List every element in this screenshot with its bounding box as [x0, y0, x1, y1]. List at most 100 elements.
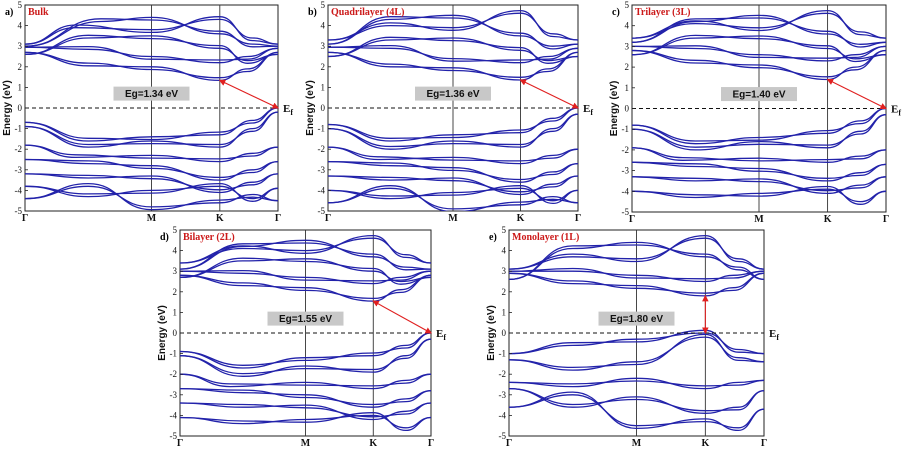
kpoint-label: Γ: [275, 213, 281, 224]
panel-e: -5 -4 -3 -2 -1 0 1 2 3 4 5 Energy (eV) Γ M K Γe) Monolay…: [486, 225, 779, 449]
y-tick-label: 5: [173, 225, 178, 235]
y-tick-label: -3: [15, 165, 23, 175]
band-vb1: [25, 107, 278, 142]
y-tick-label: 2: [173, 287, 178, 297]
kpoint-label: Γ: [428, 438, 434, 449]
y-tick-label: -5: [622, 207, 630, 217]
kpoint-label: K: [701, 438, 709, 449]
kpoint-label: K: [824, 214, 832, 225]
band-vb1: [180, 332, 431, 366]
band-cb1: [180, 274, 431, 302]
band-vb2: [180, 338, 431, 375]
y-tick-label: 2: [502, 287, 507, 297]
band-vb2: [180, 338, 431, 377]
band-vb2: [632, 114, 886, 148]
gap-arrow: [372, 300, 432, 334]
kpoint-label: Γ: [761, 438, 767, 449]
y-tick-label: -5: [499, 431, 507, 441]
band-vb5: [25, 173, 278, 194]
eg-label: Eg=1.36 eV: [426, 89, 479, 100]
y-tick-label: -1: [318, 124, 326, 134]
gap-arrow: [218, 79, 279, 109]
band-vb3: [25, 144, 278, 160]
band-vb4: [509, 387, 764, 412]
y-tick-label: -1: [170, 349, 178, 359]
band-vb2: [328, 113, 578, 150]
band-vb1: [328, 107, 578, 142]
band-vb4: [180, 387, 431, 408]
band-cb5: [25, 18, 278, 45]
bands: [180, 234, 431, 432]
eg-label: Eg=1.55 eV: [279, 314, 332, 325]
panel-title: Monolayer (1L): [512, 232, 579, 243]
band-vb6: [25, 185, 278, 200]
eg-box: [267, 311, 344, 326]
band-cb4: [328, 37, 578, 62]
band-vb6: [632, 188, 886, 203]
band-cb4: [632, 34, 886, 63]
fermi-label: Ef: [436, 328, 446, 342]
band-vb1: [25, 107, 278, 141]
y-tick-label: 0: [173, 328, 178, 338]
band-vb1: [509, 332, 764, 355]
y-tick-label: 1: [321, 82, 326, 92]
y-tick-label: -2: [15, 144, 23, 154]
band-vb3: [328, 146, 578, 162]
kpoint-label: Γ: [325, 213, 331, 224]
y-tick-label: -1: [622, 124, 630, 134]
band-cb1: [25, 51, 278, 82]
band-vb1: [632, 107, 886, 142]
band-cb4: [25, 34, 278, 64]
band-cb4: [180, 257, 431, 285]
band-cb3: [328, 14, 578, 47]
kpoint-label: Γ: [883, 214, 889, 225]
band-vb2: [632, 114, 886, 151]
band-cb5: [180, 237, 431, 264]
y-tick-label: -5: [170, 431, 178, 441]
band-vb5: [180, 402, 431, 418]
band-vb6: [180, 412, 431, 432]
band-cb2: [632, 45, 886, 62]
y-tick-label: 3: [173, 266, 178, 276]
panel-letter: c): [612, 7, 620, 18]
y-tick-label: 3: [625, 41, 630, 51]
band-cb5: [328, 9, 578, 41]
band-vb6: [328, 185, 578, 205]
band-vb4: [25, 158, 278, 181]
y-tick-label: 3: [321, 41, 326, 51]
panel-d: -5 -4 -3 -2 -1 0 1 2 3 4 5 Energy (eV) Γ M K Γd) Bilayer…: [157, 225, 446, 449]
band-vb1: [509, 329, 764, 355]
band-cb2: [180, 269, 431, 282]
band-vb4: [180, 387, 431, 406]
y-tick-label: -2: [318, 144, 326, 154]
y-tick-label: -4: [170, 410, 178, 420]
band-cb5: [632, 9, 886, 39]
band-cb3: [509, 244, 764, 281]
y-tick-label: 5: [502, 225, 507, 235]
band-vb5: [632, 176, 886, 192]
kpoint-label: Γ: [575, 213, 581, 224]
y-tick-label: 2: [18, 62, 23, 72]
band-cb4: [328, 36, 578, 64]
y-tick-label: 0: [18, 103, 23, 113]
band-vb4: [632, 161, 886, 182]
y-tick-label: 0: [625, 104, 630, 114]
y-tick-label: -2: [622, 145, 630, 155]
y-tick-label: 4: [502, 246, 507, 256]
band-vb5: [328, 175, 578, 193]
band-cb1: [328, 51, 578, 78]
band-cb5: [25, 16, 278, 45]
gap-arrow: [519, 79, 579, 109]
panel-letter: b): [308, 7, 317, 18]
band-vb7: [25, 182, 278, 211]
band-vb5: [509, 391, 764, 432]
band-vb1: [328, 107, 578, 139]
y-tick-label: 1: [502, 307, 507, 317]
kpoint-label: Γ: [506, 438, 512, 449]
y-tick-label: 4: [173, 246, 178, 256]
y-tick-label: 2: [625, 62, 630, 72]
bands: [509, 234, 764, 432]
y-tick-label: -2: [170, 369, 178, 379]
panel-title: Bulk: [28, 7, 49, 18]
